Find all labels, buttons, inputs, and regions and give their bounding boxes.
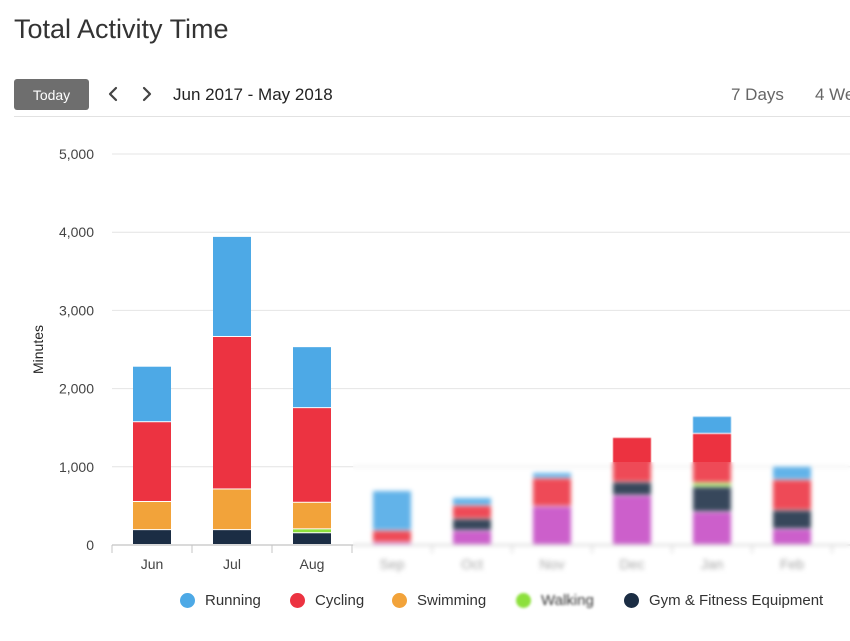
bar-stack-jun [133,366,171,544]
x-tick-label: Sep [380,556,405,572]
activity-chart: 0 1,000 2,000 3,000 4,000 5,000 Minutes Jun Jul A… [30,146,850,572]
legend-swatch-swimming [392,593,407,608]
bar-segment-gym [613,482,651,495]
bar-segment-swimming [213,489,251,530]
y-axis-title: Minutes [30,325,46,374]
legend-item-cycling[interactable]: Cycling [290,592,364,609]
bar-segment-cycling [613,437,651,482]
legend-label-cycling: Cycling [315,592,365,609]
bar-segment-running [533,473,571,478]
bar-segment-running [133,366,171,422]
bar-stack-jan [693,416,731,544]
bar-segment-other [693,512,731,544]
bar-segment-cycling [693,433,731,483]
bar-segment-cycling [133,422,171,501]
bar-segment-cycling [213,336,251,489]
bar-stack-nov [533,473,571,544]
bar-stack-feb [773,466,811,544]
x-tick-label: Oct [461,556,483,572]
legend-item-walking[interactable]: Walking [516,592,594,609]
bar-segment-swimming [133,501,171,530]
bar-segment-running [453,498,491,505]
y-tick-label: 1,000 [59,459,94,475]
bar-stack-dec [613,437,651,544]
x-tick-label: Nov [540,556,565,572]
bar-segment-other [613,495,651,544]
legend-swatch-gym [624,593,639,608]
legend-item-swimming[interactable]: Swimming [392,592,486,609]
bar-segment-gym [133,530,171,544]
bar-segment-gym [293,533,331,544]
bar-stack-sep [373,491,411,544]
bar-segment-running [293,347,331,408]
bar-segment-cycling [453,505,491,519]
bar-segment-walking [293,529,331,533]
previous-period-button[interactable] [103,80,123,108]
bar-segment-other [773,529,811,544]
next-period-button[interactable] [137,80,157,108]
bar-stack-oct [453,498,491,544]
bar-segment-cycling [293,408,331,502]
bar-stack-aug [293,347,331,544]
today-button[interactable]: Today [14,79,89,110]
y-tick-label: 0 [86,537,94,553]
legend-label-running: Running [205,592,261,609]
y-tick-label: 5,000 [59,146,94,162]
bar-segment-gym [213,530,251,544]
legend-swatch-walking [516,593,531,608]
legend-swatch-cycling [290,593,305,608]
bar-segment-gym [773,510,811,529]
chevron-left-icon [108,86,118,102]
bar-segment-swimming [293,502,331,529]
y-tick-label: 3,000 [59,302,94,318]
y-tick-label: 2,000 [59,381,94,397]
bar-segment-other [453,530,491,544]
x-tick-label: Jan [701,556,724,572]
y-tick-label: 4,000 [59,224,94,240]
bar-segment-walking [693,483,731,487]
x-tick-label: Aug [300,556,325,572]
date-range-label: Jun 2017 - May 2018 [173,85,333,104]
chevron-right-icon [142,86,152,102]
range-option-7-days[interactable]: 7 Days [731,85,784,104]
legend-swatch-running [180,593,195,608]
bar-segment-other [373,542,411,544]
bar-stack-jul [213,236,251,544]
x-tick-label: Dec [620,556,645,572]
bar-segment-running [213,236,251,336]
legend-label-walking: Walking [541,592,594,609]
bar-segment-cycling [373,530,411,542]
legend-label-swimming: Swimming [417,592,487,609]
range-option-4-weeks[interactable]: 4 Weeks [815,85,850,104]
bar-segment-gym [453,519,491,530]
legend-item-gym[interactable]: Gym & Fitness Equipment [624,592,823,609]
bar-segment-running [373,491,411,530]
bar-segment-gym [693,487,731,512]
bar-segment-running [773,466,811,480]
bar-segment-cycling [773,480,811,510]
toolbar-divider [14,116,850,117]
x-tick-label: Jul [223,556,241,572]
legend-item-running[interactable]: Running [180,592,261,609]
x-tick-label: Jun [141,556,164,572]
x-tick-label: Feb [780,556,804,572]
legend-label-gym: Gym & Fitness Equipment [649,592,824,609]
page-title: Total Activity Time [14,14,229,44]
bar-segment-other [533,506,571,544]
bar-segment-running [693,416,731,433]
bar-segment-cycling [533,478,571,506]
